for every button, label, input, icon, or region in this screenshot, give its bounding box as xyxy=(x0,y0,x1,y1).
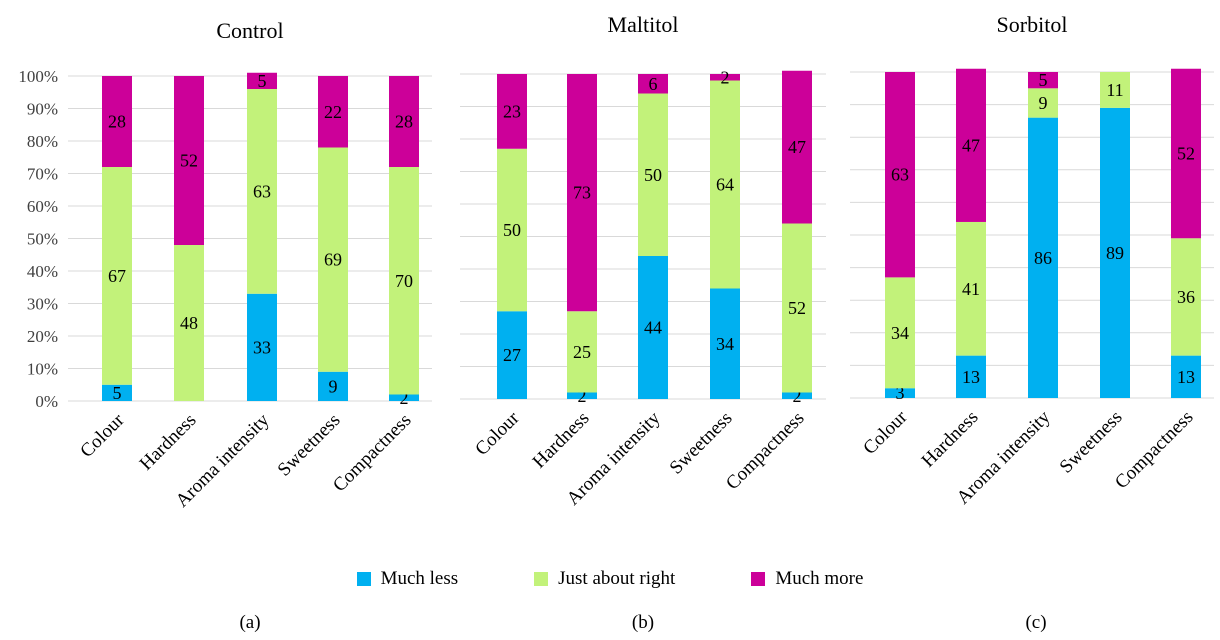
legend-swatch-much-more xyxy=(751,572,765,586)
data-label: 86 xyxy=(1034,248,1052,268)
legend-label-much-less: Much less xyxy=(381,568,459,590)
legend-item-much-less: Much less xyxy=(357,568,459,590)
y-tick-label: 60% xyxy=(27,197,58,216)
data-label: 28 xyxy=(108,112,126,132)
data-label: 64 xyxy=(716,175,734,195)
panel-label-b: (b) xyxy=(632,612,654,634)
category-label: Colour xyxy=(859,406,912,459)
y-tick-label: 70% xyxy=(27,165,58,184)
legend-label-much-more: Much more xyxy=(775,568,863,590)
data-label: 48 xyxy=(180,313,198,333)
stacked-bar-charts: 0% 10% 20% 30% 40% 50% 60% 70% 80% 90% 100% Control… xyxy=(0,0,1220,560)
data-label: 63 xyxy=(891,165,909,185)
chart-title: Control xyxy=(216,18,283,43)
y-tick-label: 100% xyxy=(18,67,58,86)
category-label: Compactness xyxy=(722,408,808,494)
data-label: 33 xyxy=(253,337,271,357)
category-label: Colour xyxy=(76,409,129,462)
y-tick-label: 10% xyxy=(27,360,58,379)
data-label: 13 xyxy=(1177,367,1195,387)
data-label: 2 xyxy=(721,67,730,87)
data-label: 11 xyxy=(1106,80,1123,100)
panel-label-a: (a) xyxy=(239,612,260,634)
data-label: 89 xyxy=(1106,243,1124,263)
data-label: 27 xyxy=(503,345,521,365)
chart-title: Sorbitol xyxy=(997,12,1068,37)
data-label: 34 xyxy=(716,334,734,354)
data-label: 5 xyxy=(1039,70,1048,90)
data-label: 5 xyxy=(113,383,122,403)
y-tick-label: 50% xyxy=(27,230,58,249)
data-label: 25 xyxy=(573,342,591,362)
data-label: 34 xyxy=(891,323,909,343)
y-tick-label: 80% xyxy=(27,132,58,151)
data-label: 73 xyxy=(573,183,591,203)
data-label: 41 xyxy=(962,279,980,299)
data-label: 28 xyxy=(395,112,413,132)
y-tick-label: 0% xyxy=(35,392,58,411)
data-label: 47 xyxy=(788,137,806,157)
data-label: 67 xyxy=(108,266,126,286)
data-label: 70 xyxy=(395,271,413,291)
y-tick-label: 30% xyxy=(27,295,58,314)
data-label: 9 xyxy=(1039,93,1048,113)
category-label: Hardness xyxy=(529,408,594,473)
data-label: 9 xyxy=(329,376,338,396)
category-label: Hardness xyxy=(918,407,983,472)
data-label: 5 xyxy=(258,71,267,91)
data-label: 50 xyxy=(644,165,662,185)
y-tick-label: 90% xyxy=(27,100,58,119)
data-label: 13 xyxy=(962,367,980,387)
data-label: 22 xyxy=(324,102,342,122)
data-label: 6 xyxy=(649,74,658,94)
data-label: 50 xyxy=(503,220,521,240)
legend-swatch-just-right xyxy=(534,572,548,586)
y-tick-label: 40% xyxy=(27,262,58,281)
legend-swatch-much-less xyxy=(357,572,371,586)
legend: Much less Just about right Much more xyxy=(0,568,1220,590)
data-label: 36 xyxy=(1177,287,1195,307)
data-label: 44 xyxy=(644,318,662,338)
data-label: 23 xyxy=(503,101,521,121)
data-label: 47 xyxy=(962,135,980,155)
category-label: Sweetness xyxy=(666,408,737,479)
category-label: Hardness xyxy=(136,410,201,475)
data-label: 69 xyxy=(324,250,342,270)
category-label: Sweetness xyxy=(1056,407,1127,478)
panel-label-c: (c) xyxy=(1025,612,1046,634)
legend-item-much-more: Much more xyxy=(751,568,863,590)
y-tick-label: 20% xyxy=(27,327,58,346)
category-label: Sweetness xyxy=(274,410,345,481)
data-label: 52 xyxy=(788,298,806,318)
category-label: Colour xyxy=(471,407,524,460)
data-label: 63 xyxy=(253,181,271,201)
data-label: 52 xyxy=(1177,144,1195,164)
chart-title: Maltitol xyxy=(608,12,679,37)
legend-label-just-right: Just about right xyxy=(558,568,675,590)
data-label: 52 xyxy=(180,151,198,171)
legend-item-just-right: Just about right xyxy=(534,568,675,590)
